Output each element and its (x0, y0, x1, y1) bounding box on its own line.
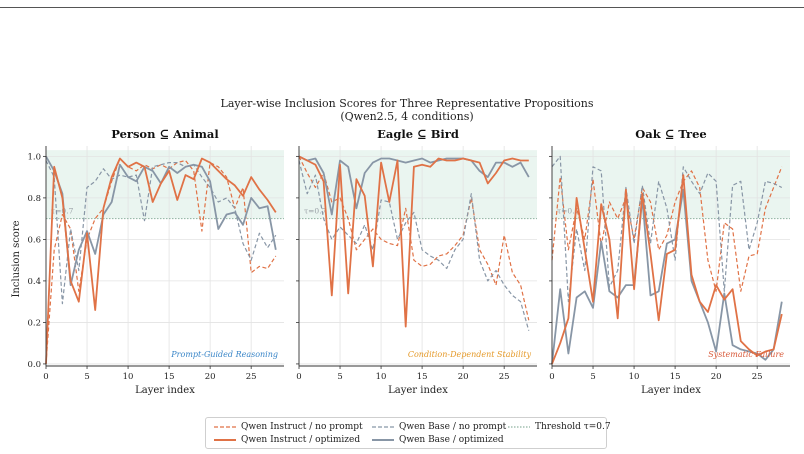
panel-3: τ=0.7 0 5 10 15 20 25 Layer index Oak ⊆ Tree Syst… (549, 127, 790, 396)
x-tick-label: 20 (205, 372, 216, 382)
legend-label-inst-opt: Qwen Instruct / optimized (241, 434, 361, 445)
y-tick-label: 0.8 (27, 194, 41, 204)
panel-annotation: Systematic Failure (708, 350, 784, 359)
y-tick-label: 0.0 (27, 360, 41, 370)
legend: Qwen Instruct / no prompt Qwen Instruct … (205, 417, 611, 449)
threshold-band (46, 150, 284, 219)
panel-title: Oak ⊆ Tree (635, 127, 707, 141)
series-inst-np (551, 166, 783, 292)
series-inst-np (45, 157, 277, 364)
x-tick-label: 25 (246, 372, 257, 382)
x-axis-label: Layer index (388, 385, 448, 396)
chart-subtitle: (Qwen2.5, 4 conditions) (340, 110, 473, 123)
y-tick-label: 0.4 (27, 277, 41, 287)
series-base-opt (551, 188, 783, 364)
series-inst-opt (45, 157, 277, 364)
x-axis-label: Layer index (641, 385, 701, 396)
threshold-annotation: τ=0.7 (557, 207, 580, 216)
series-inst-opt (551, 174, 783, 365)
legend-item-inst-np: Qwen Instruct / no prompt (214, 420, 363, 433)
legend-label-base-opt: Qwen Base / optimized (399, 434, 504, 445)
threshold-band (552, 150, 790, 219)
panel-annotation: Prompt-Guided Reasoning (170, 350, 278, 359)
x-tick-label: 10 (123, 372, 134, 382)
x-tick-label: 20 (458, 372, 469, 382)
y-axis-label: Inclusion score (11, 220, 22, 297)
x-tick-label: 5 (84, 372, 89, 382)
legend-label-base-np: Qwen Base / no prompt (399, 421, 507, 432)
legend-swatch-inst-np (214, 425, 236, 428)
threshold-annotation: τ=0.7 (51, 207, 74, 216)
y-tick-label: 0.6 (27, 235, 41, 245)
x-tick-label: 25 (752, 372, 763, 382)
panel-title: Person ⊆ Animal (111, 127, 219, 141)
x-tick-label: 0 (43, 372, 48, 382)
y-tick-label: 0.2 (27, 318, 41, 328)
x-tick-label: 10 (629, 372, 640, 382)
x-tick-label: 0 (549, 372, 554, 382)
panel-2: τ=0.7 0 5 10 15 20 25 Layer index Eagle ⊆ Bird Co… (296, 127, 537, 396)
legend-item-base-np: Qwen Base / no prompt (372, 420, 506, 433)
panel-title: Eagle ⊆ Bird (377, 127, 459, 141)
legend-swatch-base-opt (372, 438, 394, 441)
x-tick-label: 5 (590, 372, 595, 382)
legend-swatch-base-np (372, 425, 394, 428)
threshold-annotation: τ=0.7 (304, 207, 327, 216)
series-base-np (45, 160, 277, 305)
x-tick-label: 20 (711, 372, 722, 382)
x-tick-label: 0 (296, 372, 301, 382)
x-tick-label: 15 (670, 372, 681, 382)
series-base-np (298, 160, 530, 331)
x-tick-label: 25 (499, 372, 510, 382)
legend-swatch-threshold (508, 425, 530, 428)
panel-annotation: Condition-Dependent Stability (408, 350, 532, 359)
x-tick-label: 5 (337, 372, 342, 382)
x-axis-label: Layer index (135, 385, 195, 396)
chart-title: Layer-wise Inclusion Scores for Three Re… (221, 97, 594, 110)
x-tick-label: 15 (417, 372, 428, 382)
y-tick-label: 1.0 (27, 152, 41, 162)
legend-swatch-inst-opt (214, 438, 236, 441)
x-tick-label: 10 (376, 372, 387, 382)
series-inst-opt (298, 155, 529, 328)
top-rule (0, 7, 804, 8)
x-tick-label: 15 (164, 372, 175, 382)
legend-label-threshold: Threshold τ=0.7 (535, 421, 611, 432)
legend-item-base-opt: Qwen Base / optimized (372, 433, 504, 446)
series-base-opt (298, 155, 530, 216)
legend-label-inst-np: Qwen Instruct / no prompt (241, 421, 363, 432)
panels: τ=0.7 0.0 0.2 0.4 0.6 0.8 1.0 0 5 10 15 20 25 Layer i… (27, 127, 790, 396)
legend-item-threshold: Threshold τ=0.7 (508, 420, 611, 433)
legend-item-inst-opt: Qwen Instruct / optimized (214, 433, 360, 446)
panel-1: τ=0.7 0.0 0.2 0.4 0.6 0.8 1.0 0 5 10 15 20 25 Layer i… (27, 127, 284, 396)
